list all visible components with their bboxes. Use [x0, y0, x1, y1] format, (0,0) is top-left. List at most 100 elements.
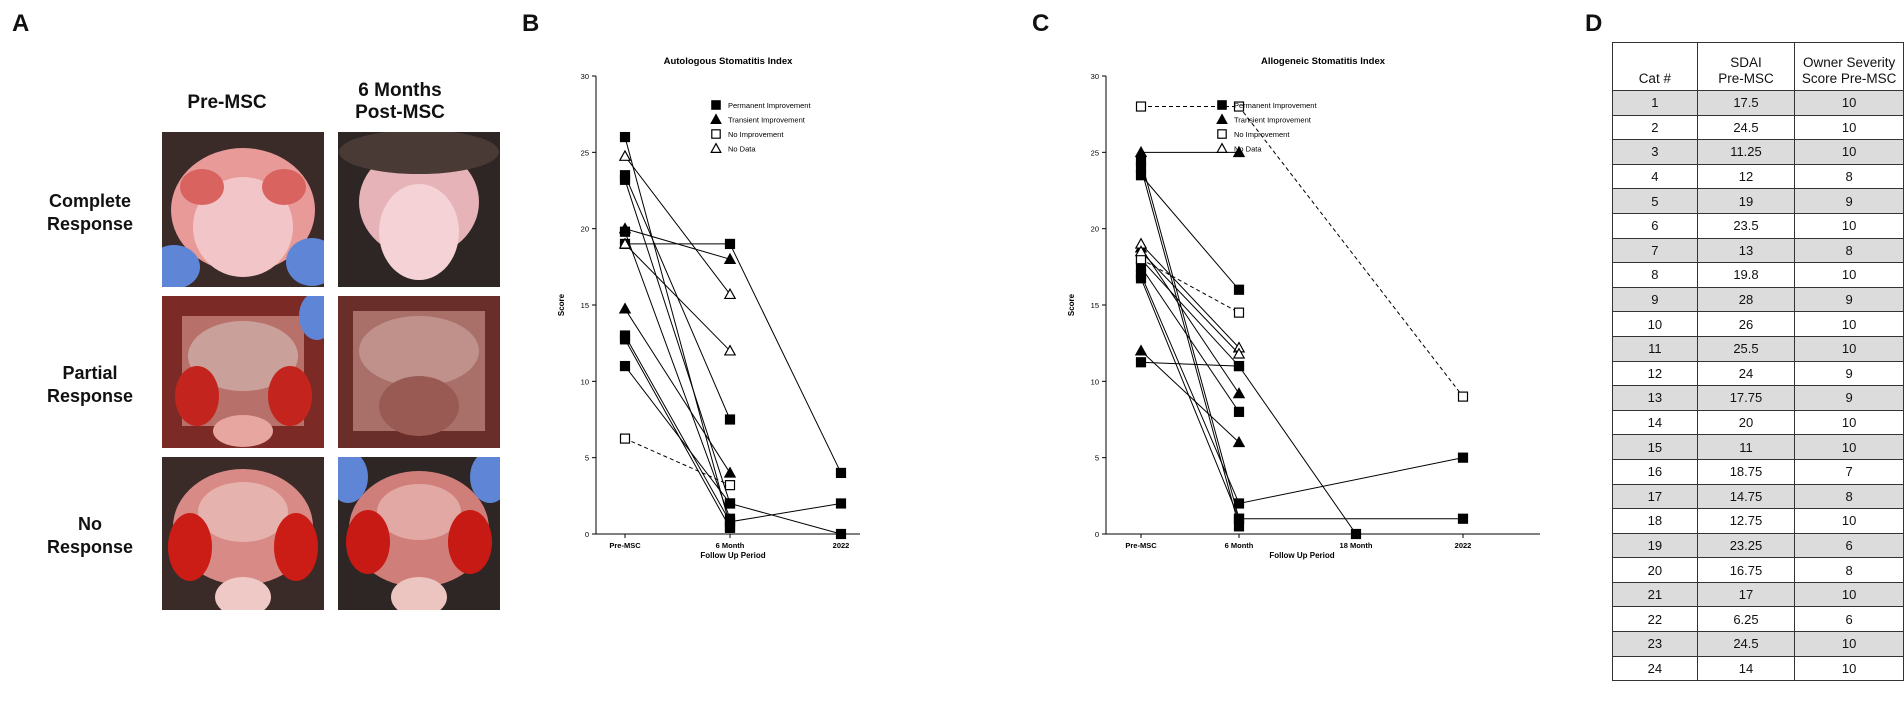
table-cell-owner: 9	[1794, 360, 1904, 387]
legend-marker	[710, 142, 722, 153]
data-point	[618, 302, 632, 314]
table-row: 13 17.75 9	[1612, 385, 1904, 411]
data-point	[724, 414, 736, 425]
series-line	[1140, 243, 1240, 349]
data-point	[1457, 452, 1469, 463]
series-permanent	[619, 334, 736, 533]
table-cell-cat: 2	[1612, 114, 1698, 141]
column-header-6-months: 6 Months Post-MSC	[355, 80, 445, 123]
table-cell-owner: 10	[1794, 581, 1904, 608]
table-body: 1 17.5 10 2 24.5 10 3 11.25 10 4 12 8 5 19 9 6 23.5 10 7 13…	[1612, 90, 1904, 682]
legend-entry: Transient Improvement	[710, 113, 806, 125]
photo-complete-pre	[162, 132, 324, 287]
series-permanent	[619, 238, 847, 479]
table-cell-sdai: 24	[1696, 360, 1796, 387]
table-cell-owner: 10	[1794, 409, 1904, 436]
table-cell-owner: 10	[1794, 508, 1904, 534]
table-cell-owner: 7	[1794, 458, 1904, 485]
table-row: 21 17 10	[1612, 581, 1904, 608]
legend-label: Transient Improvement	[1234, 116, 1312, 125]
y-tick-label: 15	[581, 301, 589, 310]
y-tick-label: 30	[1091, 72, 1099, 81]
table-row: 8 19.8 10	[1612, 262, 1904, 288]
row-label-complete-response: Complete Response	[46, 191, 134, 234]
series-line	[624, 155, 731, 295]
data-point	[1135, 357, 1147, 368]
chart-title: Allogeneic Stomatitis Index	[1261, 56, 1386, 67]
y-tick-label: 25	[1091, 148, 1099, 157]
table-cell-owner: 8	[1794, 163, 1904, 190]
x-axis-label: Follow Up Period	[700, 551, 765, 560]
data-point	[618, 237, 632, 249]
series-permanent	[1135, 357, 1362, 540]
data-point	[1233, 284, 1245, 295]
table-cell-owner: 10	[1794, 262, 1904, 288]
x-tick-label: Pre-MSC	[609, 541, 641, 550]
legend-label: No Improvement	[728, 130, 784, 139]
table-cell-owner: 10	[1794, 335, 1904, 362]
table-row: 5 19 9	[1612, 188, 1904, 214]
table-cell-cat: 16	[1612, 458, 1698, 485]
table-cell-sdai: 20	[1696, 409, 1796, 436]
panel-letter-a: A	[12, 10, 30, 37]
table-cell-sdai: 14.75	[1696, 483, 1796, 510]
legend-label: Transient Improvement	[728, 116, 806, 125]
legend-entry: Transient Improvement	[1216, 113, 1312, 125]
y-tick-label: 20	[581, 225, 589, 234]
series-line	[1140, 278, 1463, 520]
data-point	[1233, 498, 1245, 509]
table-cell-sdai: 17.5	[1696, 90, 1796, 116]
table-row: 7 13 8	[1612, 237, 1904, 264]
data-point	[618, 222, 632, 234]
y-tick-label: 30	[581, 72, 589, 81]
table-cell-sdai: 17	[1696, 581, 1796, 608]
legend-marker	[1217, 100, 1227, 110]
table-cell-sdai: 24.5	[1696, 114, 1796, 141]
table-row: 14 20 10	[1612, 409, 1904, 436]
data-point	[619, 131, 631, 143]
table-cell-owner: 9	[1794, 385, 1904, 411]
table-row: 11 25.5 10	[1612, 335, 1904, 362]
table-cell-owner: 9	[1794, 286, 1904, 313]
data-point	[1135, 101, 1147, 112]
table-cell-owner: 9	[1794, 188, 1904, 214]
panel-letter-d: D	[1585, 10, 1603, 37]
table-cell-cat: 9	[1612, 286, 1698, 313]
table-cell-cat: 1	[1612, 90, 1698, 116]
legend-entry: No Data	[1216, 142, 1262, 154]
legend-marker	[711, 100, 721, 110]
legend-label: No Data	[728, 145, 756, 154]
chart-title: Autologous Stomatitis Index	[664, 56, 793, 67]
y-tick-label: 10	[581, 377, 589, 386]
photo-none-post	[338, 457, 500, 610]
table-row: 6 23.5 10	[1612, 212, 1904, 239]
series-line	[1140, 258, 1240, 367]
data-point	[724, 480, 736, 491]
table-cell-cat: 8	[1612, 262, 1698, 288]
data-point	[619, 360, 631, 372]
series-line	[1140, 251, 1240, 355]
data-point	[1233, 101, 1245, 112]
data-point	[1233, 360, 1245, 372]
table-cell-cat: 21	[1612, 581, 1698, 608]
series-line	[1141, 106, 1464, 397]
legend-entry: No Improvement	[711, 129, 784, 139]
table-row: 10 26 10	[1612, 311, 1904, 337]
table-cell-cat: 10	[1612, 311, 1698, 337]
x-tick-label: 2022	[833, 541, 850, 550]
data-point	[1135, 170, 1147, 181]
table-row: 18 12.75 10	[1612, 508, 1904, 534]
y-tick-label: 5	[585, 454, 589, 463]
data-point	[619, 174, 631, 185]
table-row: 2 24.5 10	[1612, 114, 1904, 141]
table-cell-owner: 6	[1794, 606, 1904, 633]
y-tick-label: 0	[1095, 530, 1099, 539]
table-cell-sdai: 12	[1696, 163, 1796, 190]
table-row: 9 28 9	[1612, 286, 1904, 313]
data-point	[723, 287, 737, 300]
table-row: 22 6.25 6	[1612, 606, 1904, 633]
x-tick-label: 2022	[1455, 541, 1472, 550]
table-cell-cat: 17	[1612, 483, 1698, 510]
table-cell-cat: 5	[1612, 188, 1698, 214]
series-transient	[1134, 344, 1246, 448]
